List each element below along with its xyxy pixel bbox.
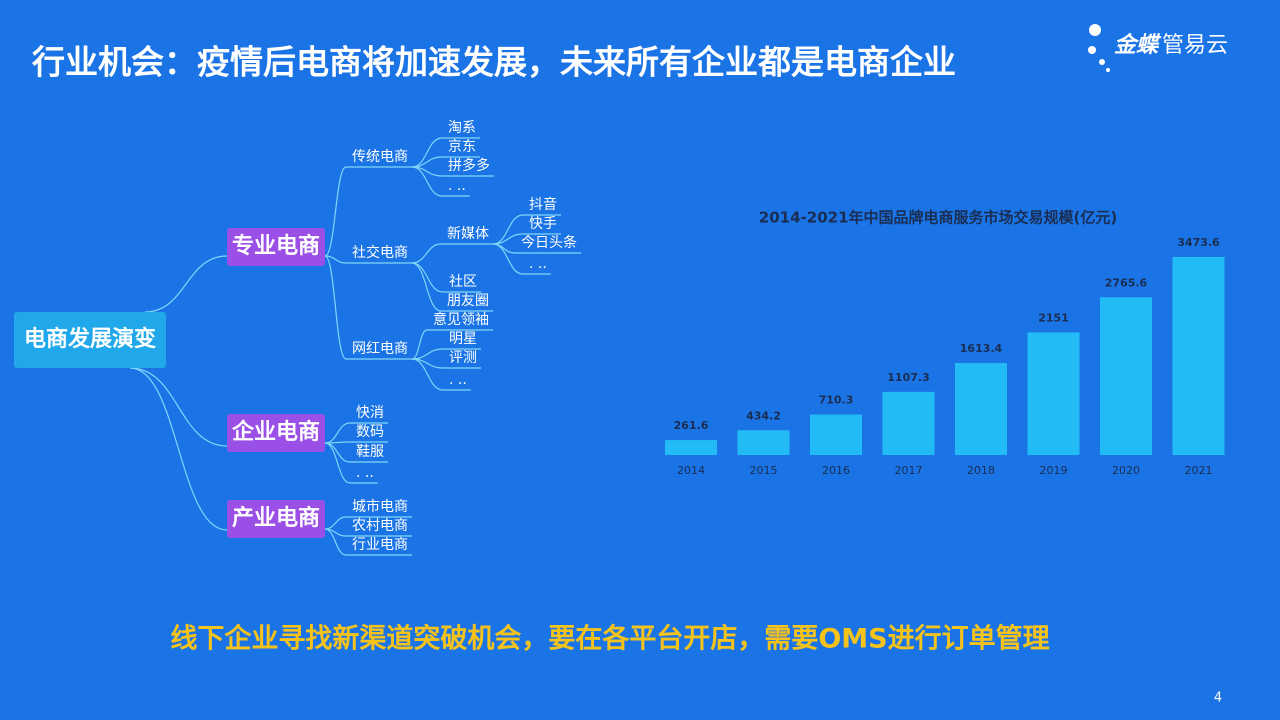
- mindmap-root: 电商发展演变: [24, 326, 156, 352]
- node-label: 城市电商: [352, 498, 408, 515]
- bar: [882, 391, 935, 455]
- node-label: 京东: [448, 139, 476, 155]
- node-label: 明星: [449, 331, 477, 347]
- edge: [492, 243, 524, 275]
- x-tick-label: 2018: [967, 464, 995, 477]
- node-label: . ..: [449, 372, 467, 388]
- value-label: 2765.6: [1105, 276, 1148, 289]
- node-label: 社交电商: [352, 244, 408, 261]
- x-tick-label: 2017: [895, 464, 923, 477]
- x-tick-label: 2020: [1112, 464, 1140, 477]
- x-tick-label: 2016: [822, 464, 850, 477]
- node-label: 快手: [529, 216, 557, 232]
- branch-box: [227, 414, 325, 452]
- logo-dot: [1099, 59, 1105, 65]
- node-label: 网红电商: [352, 341, 408, 357]
- edge: [144, 255, 228, 313]
- branch-label: 产业电商: [232, 505, 320, 531]
- node-label: 朋友圈: [447, 293, 489, 309]
- x-tick-label: 2019: [1040, 464, 1068, 477]
- bar: [1172, 257, 1225, 455]
- footer-message: 线下企业寻找新渠道突破机会，要在各平台开店，需要OMS进行订单管理: [170, 623, 1049, 655]
- node-label: . ..: [356, 465, 374, 481]
- mindmap: 电商发展演变 专业电商 企业电商 产业电商 传统电商 社交电商 网红电商 淘系 …: [14, 120, 577, 553]
- node-label: 农村电商: [352, 518, 408, 534]
- value-label: 1107.3: [887, 371, 929, 384]
- edge: [129, 367, 228, 531]
- value-label: 434.2: [746, 409, 781, 422]
- edge: [411, 243, 442, 264]
- edge: [411, 329, 428, 360]
- logo-dot: [1089, 24, 1101, 36]
- bar-chart: 2014-2021年中国品牌电商服务市场交易规模(亿元) 261.6 2014 43…: [665, 209, 1225, 477]
- edge: [324, 255, 347, 360]
- edge: [492, 233, 524, 245]
- root-box: [14, 312, 166, 368]
- bar: [665, 440, 717, 455]
- bar: [810, 414, 862, 455]
- value-label: 3473.6: [1177, 236, 1220, 249]
- node-label: 快消: [356, 405, 384, 421]
- node-label: 评测: [449, 350, 477, 366]
- value-label: 2151: [1038, 311, 1069, 324]
- branch-label: 企业电商: [231, 419, 320, 445]
- edge: [129, 367, 228, 447]
- node-label: 数码: [356, 424, 384, 440]
- edge: [324, 166, 347, 257]
- node-label: 新媒体: [447, 226, 489, 242]
- bar: [1100, 297, 1152, 455]
- logo-dot: [1088, 46, 1096, 54]
- mindmap-edges: [129, 137, 581, 556]
- edge: [324, 442, 351, 484]
- logo-dot: [1106, 68, 1110, 72]
- value-label: 1613.4: [960, 342, 1003, 355]
- x-tick-label: 2021: [1185, 464, 1213, 477]
- edge: [411, 166, 443, 197]
- node-label: 意见领袖: [433, 311, 489, 328]
- branch-label: 专业电商: [232, 233, 320, 259]
- bar: [1027, 332, 1080, 455]
- page-number: 4: [1214, 691, 1222, 706]
- node-label: . ..: [529, 256, 547, 272]
- node-label: 今日头条: [521, 234, 577, 251]
- logo-primary: 金蝶: [1114, 32, 1162, 58]
- value-label: 261.6: [674, 419, 709, 432]
- node-label: 行业电商: [352, 537, 408, 553]
- chart-title: 2014-2021年中国品牌电商服务市场交易规模(亿元): [759, 209, 1117, 227]
- edge: [324, 528, 347, 556]
- logo: 金蝶 管易云: [1088, 24, 1228, 72]
- edge: [411, 358, 444, 391]
- node-label: 鞋服: [356, 444, 384, 460]
- bar: [955, 363, 1007, 455]
- slide-title: 行业机会：疫情后电商将加速发展，未来所有企业都是电商企业: [31, 43, 956, 82]
- logo-secondary: 管易云: [1162, 33, 1228, 58]
- branch-box: [227, 228, 325, 266]
- node-label: 淘系: [448, 120, 476, 136]
- value-label: 710.3: [819, 394, 854, 407]
- edge: [411, 262, 442, 312]
- x-tick-label: 2015: [750, 464, 778, 477]
- node-label: 传统电商: [352, 149, 408, 165]
- bar: [737, 430, 790, 455]
- node-label: . ..: [448, 178, 466, 194]
- branch-box: [227, 500, 325, 538]
- x-tick-label: 2014: [677, 464, 705, 477]
- node-label: 拼多多: [448, 157, 490, 174]
- node-label: 抖音: [529, 196, 557, 213]
- node-label: 社区: [449, 274, 477, 290]
- edge: [324, 255, 347, 264]
